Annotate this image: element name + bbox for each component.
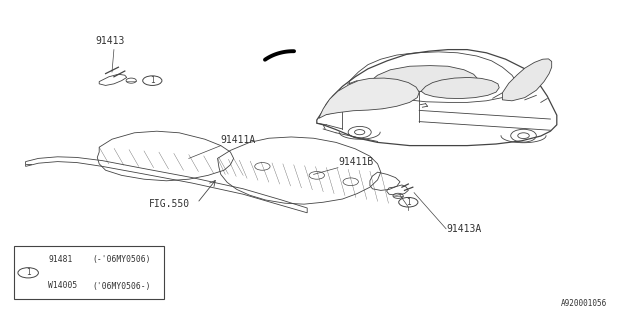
Text: 1: 1 [26,268,31,277]
Text: 91413A: 91413A [447,224,482,234]
Text: (-'06MY0506): (-'06MY0506) [93,255,151,264]
Text: 91481: 91481 [48,255,72,264]
Text: 91411A: 91411A [221,135,256,145]
Polygon shape [368,66,479,92]
Text: 91413: 91413 [95,36,125,46]
Text: A920001056: A920001056 [561,299,607,308]
Polygon shape [319,78,419,118]
Text: 91411B: 91411B [338,157,373,167]
Bar [14,246,164,299]
Polygon shape [502,59,552,101]
Text: W14005: W14005 [48,282,77,291]
Text: 1: 1 [150,76,155,85]
Text: FIG.550: FIG.550 [148,199,189,209]
Polygon shape [421,77,499,99]
Text: 1: 1 [406,198,411,207]
Text: ('06MY0506-): ('06MY0506-) [93,282,151,291]
